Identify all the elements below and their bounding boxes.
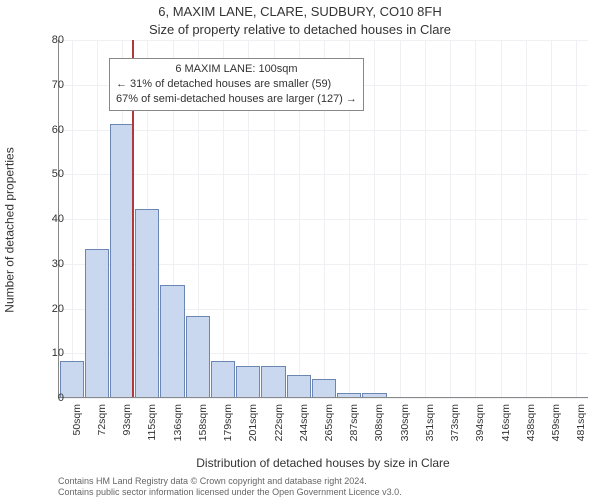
x-tick-label: 265sqm bbox=[323, 404, 335, 444]
gridline-h bbox=[59, 398, 588, 399]
gridline-v bbox=[400, 40, 401, 397]
bar bbox=[211, 361, 235, 397]
x-tick-label: 50sqm bbox=[71, 404, 83, 444]
x-tick-label: 351sqm bbox=[424, 404, 436, 444]
bar bbox=[337, 393, 361, 397]
y-tick-label: 40 bbox=[52, 213, 64, 225]
x-tick-label: 72sqm bbox=[96, 404, 108, 444]
x-tick-label: 438sqm bbox=[525, 404, 537, 444]
annotation-line-3: 67% of semi-detached houses are larger (… bbox=[116, 92, 357, 107]
bar bbox=[160, 285, 184, 397]
x-tick-label: 308sqm bbox=[373, 404, 385, 444]
gridline-v bbox=[551, 40, 552, 397]
footer-line-1: Contains HM Land Registry data © Crown c… bbox=[58, 476, 588, 487]
gridline-v bbox=[576, 40, 577, 397]
y-tick-label: 10 bbox=[52, 347, 64, 359]
y-tick-label: 0 bbox=[58, 392, 64, 404]
chart-subtitle: Size of property relative to detached ho… bbox=[0, 22, 600, 37]
gridline-v bbox=[501, 40, 502, 397]
x-tick-label: 244sqm bbox=[298, 404, 310, 444]
gridline-v bbox=[72, 40, 73, 397]
gridline-v bbox=[526, 40, 527, 397]
x-tick-label: 459sqm bbox=[550, 404, 562, 444]
x-tick-label: 179sqm bbox=[222, 404, 234, 444]
chart-title: 6, MAXIM LANE, CLARE, SUDBURY, CO10 8FH bbox=[0, 4, 600, 19]
bar bbox=[362, 393, 386, 397]
bar bbox=[85, 249, 109, 397]
x-tick-label: 115sqm bbox=[146, 404, 158, 444]
gridline-v bbox=[425, 40, 426, 397]
x-tick-label: 394sqm bbox=[474, 404, 486, 444]
x-tick-label: 158sqm bbox=[197, 404, 209, 444]
y-tick-label: 30 bbox=[52, 258, 64, 270]
annotation-line-2: ← 31% of detached houses are smaller (59… bbox=[116, 77, 357, 92]
y-tick-label: 50 bbox=[52, 168, 64, 180]
y-axis-label-wrap: Number of detached properties bbox=[0, 40, 20, 420]
y-tick-label: 60 bbox=[52, 124, 64, 136]
y-tick-label: 20 bbox=[52, 303, 64, 315]
annotation-box: 6 MAXIM LANE: 100sqm ← 31% of detached h… bbox=[109, 58, 364, 111]
footer-line-2: Contains public sector information licen… bbox=[58, 487, 588, 498]
gridline-v bbox=[475, 40, 476, 397]
x-tick-label: 416sqm bbox=[500, 404, 512, 444]
gridline-v bbox=[450, 40, 451, 397]
x-tick-label: 93sqm bbox=[121, 404, 133, 444]
chart-container: 6, MAXIM LANE, CLARE, SUDBURY, CO10 8FH … bbox=[0, 0, 600, 500]
bar bbox=[261, 366, 285, 397]
y-axis-label: Number of detached properties bbox=[3, 147, 17, 312]
bar bbox=[186, 316, 210, 397]
x-tick-label: 201sqm bbox=[247, 404, 259, 444]
x-tick-label: 330sqm bbox=[399, 404, 411, 444]
bar bbox=[287, 375, 311, 397]
gridline-v bbox=[374, 40, 375, 397]
bar bbox=[110, 124, 134, 397]
annotation-line-1: 6 MAXIM LANE: 100sqm bbox=[116, 62, 357, 77]
y-tick-label: 80 bbox=[52, 34, 64, 46]
plot-area: 6 MAXIM LANE: 100sqm ← 31% of detached h… bbox=[58, 40, 588, 398]
footer: Contains HM Land Registry data © Crown c… bbox=[58, 476, 588, 499]
x-tick-label: 373sqm bbox=[449, 404, 461, 444]
x-tick-label: 136sqm bbox=[172, 404, 184, 444]
bar bbox=[135, 209, 159, 397]
bar bbox=[312, 379, 336, 397]
x-tick-label: 481sqm bbox=[575, 404, 587, 444]
y-tick-label: 70 bbox=[52, 79, 64, 91]
x-axis-label: Distribution of detached houses by size … bbox=[58, 456, 588, 470]
bar bbox=[236, 366, 260, 397]
x-tick-label: 287sqm bbox=[348, 404, 360, 444]
x-tick-label: 222sqm bbox=[273, 404, 285, 444]
